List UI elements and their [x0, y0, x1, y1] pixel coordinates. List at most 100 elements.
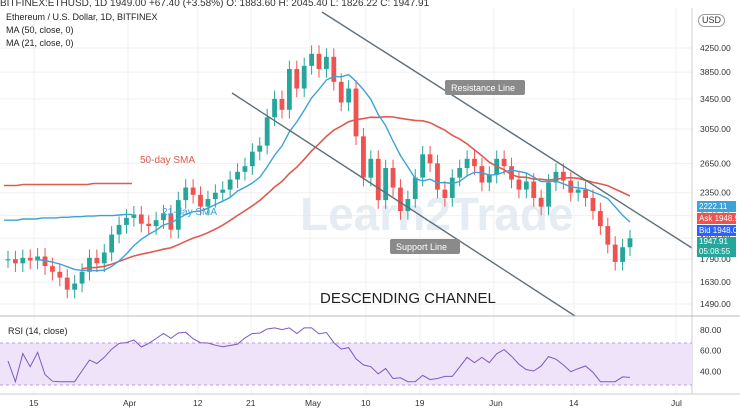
time-tick-label: Jun [489, 398, 503, 408]
sma50-prior-line [4, 182, 132, 187]
candle-body [331, 56, 337, 82]
candle-body [620, 247, 625, 262]
candle-body [375, 158, 381, 201]
candle-body [138, 214, 144, 224]
candle-body [220, 189, 226, 193]
candle-body [368, 158, 374, 178]
rsi-line [7, 327, 631, 384]
candle-body [627, 238, 633, 248]
candle-body [146, 223, 152, 227]
channel-label: DESCENDING CHANNEL [320, 290, 496, 307]
time-axis: 15 Apr 12 21 May 10 19 Jun 14 Jul [29, 398, 682, 408]
candle-body [523, 181, 529, 190]
candle-body [294, 68, 300, 89]
candle-body [168, 213, 174, 230]
price-tick-label: 1790.00 [700, 254, 731, 264]
candle-body [457, 168, 463, 178]
ticker-header: BITFINEX:ETHUSD, 1D 1949.00 +67.40 (+3.5… [0, 0, 740, 8]
candle-body [212, 192, 218, 200]
candle-body [242, 166, 248, 172]
candle-body [64, 277, 70, 290]
rsi-axis: 40.00 60.00 80.00 [700, 325, 722, 376]
candle-body [361, 136, 366, 178]
candle-body [20, 257, 26, 264]
sma21-label: 21-day SMA [162, 207, 217, 218]
candle-body [94, 257, 100, 264]
sma21-prior-line [4, 213, 132, 221]
candle-body [198, 194, 203, 207]
candle-body [27, 257, 33, 261]
candle-body [597, 211, 603, 227]
candle-body [605, 226, 611, 245]
time-tick-label: Jul [671, 398, 682, 408]
time-tick-label: Apr [123, 398, 136, 408]
candle-body [575, 189, 581, 193]
time-tick-label: 19 [415, 398, 425, 408]
candle-body [190, 187, 196, 195]
time-tick-label: 14 [569, 398, 579, 408]
price-axis: 1490.001630.001790.001950.002140.002350.… [700, 43, 731, 309]
candle-body [553, 171, 559, 183]
candle-body [612, 244, 618, 262]
ask-tag: Ask 1948.90 [697, 213, 740, 224]
candle-body [279, 98, 285, 110]
candle-body [101, 252, 107, 264]
candle-body [124, 217, 129, 225]
candle-body [161, 213, 166, 221]
candle-body [5, 259, 11, 261]
candle-body [383, 168, 389, 201]
candle-body [560, 171, 566, 181]
candle-body [479, 166, 485, 183]
last-price-tag: 1947.91 05:08:55 [697, 237, 736, 257]
candle-body [227, 179, 233, 190]
candle-body [427, 154, 433, 164]
candle-body [183, 187, 189, 201]
candle-body [35, 256, 41, 261]
support-label: Support Line [396, 242, 447, 252]
candle-body [109, 234, 115, 253]
candle-body [590, 197, 596, 212]
sma50-label: 50-day SMA [140, 155, 195, 166]
currency-selector[interactable]: USD [698, 14, 726, 27]
candle-body [398, 187, 403, 212]
ticker-line: BITFINEX:ETHUSD, 1D 1949.00 +67.40 (+3.5… [0, 0, 430, 8]
price-tick-label: 1490.00 [700, 299, 731, 309]
candle-body [531, 181, 537, 198]
candle-body [353, 88, 359, 137]
candle-body [309, 53, 314, 66]
candle-body [286, 68, 292, 110]
ma50-legend: MA (50, close, 0) [6, 25, 74, 35]
price-tick-label: 3450.00 [700, 94, 731, 104]
time-tick-label: May [305, 398, 322, 408]
candle-body [131, 214, 137, 218]
sma21-line [37, 73, 631, 272]
candle-body [442, 189, 448, 198]
price-tag-top: 2222.11 [697, 201, 736, 212]
candle-body [509, 166, 514, 180]
time-tick-label: 15 [29, 398, 39, 408]
rsi-legend: RSI (14, close) [8, 326, 68, 336]
candle-body [435, 163, 440, 190]
watermark: Learn2Trade [300, 188, 574, 240]
candle-body [583, 189, 588, 198]
candle-body [257, 145, 263, 152]
candle-body [324, 56, 329, 69]
candle-body [235, 171, 240, 180]
candle-body [472, 158, 477, 167]
resistance-label-box [445, 80, 525, 95]
candle-body [390, 168, 396, 188]
rsi-tick-label: 60.00 [700, 346, 722, 356]
sma50-line [81, 115, 631, 270]
candle-body [87, 257, 92, 272]
bid-tag: Bid 1948.00 [697, 225, 740, 236]
countdown: 05:08:55 [699, 247, 731, 256]
ma21-legend: MA (21, close, 0) [6, 38, 74, 48]
resistance-trendline [321, 11, 693, 249]
candle-body [420, 154, 426, 178]
candle-body [79, 271, 85, 284]
candle-body [412, 177, 418, 200]
grid [0, 8, 692, 394]
candle-body [464, 158, 470, 169]
candle-body [346, 88, 352, 103]
